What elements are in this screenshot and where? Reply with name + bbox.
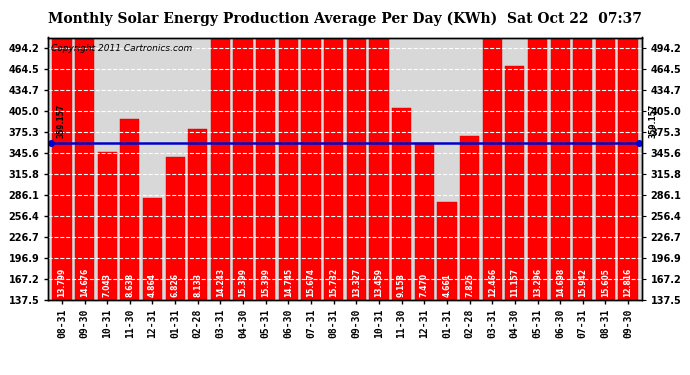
Text: 4.661: 4.661 (442, 273, 451, 297)
Bar (528, 21, 547, 300)
Text: 11.157: 11.157 (511, 268, 520, 297)
Bar (233, 0, 253, 300)
Bar (573, 0, 593, 300)
Bar (279, 0, 298, 300)
Text: 14.243: 14.243 (216, 268, 225, 297)
Bar (188, 129, 208, 300)
Bar (369, 18, 388, 300)
Bar (120, 119, 139, 300)
Bar (482, 38, 502, 300)
Bar (256, 0, 275, 300)
Text: 15.399: 15.399 (239, 268, 248, 297)
Bar (75, 0, 94, 300)
Bar (211, 1, 230, 300)
Text: Copyright 2011 Cartronics.com: Copyright 2011 Cartronics.com (51, 44, 193, 53)
Text: 8.133: 8.133 (193, 273, 202, 297)
Text: 8.638: 8.638 (126, 273, 135, 297)
Bar (505, 66, 524, 300)
Text: 13.327: 13.327 (352, 268, 361, 297)
Text: 13.296: 13.296 (533, 268, 542, 297)
Bar (143, 198, 162, 300)
Text: 13.799: 13.799 (57, 268, 66, 297)
Text: 15.674: 15.674 (306, 268, 315, 297)
Bar (392, 108, 411, 300)
Text: 359.157: 359.157 (57, 104, 66, 138)
Bar (551, 0, 570, 300)
Bar (166, 157, 185, 300)
Text: 7.470: 7.470 (420, 273, 428, 297)
Text: 14.676: 14.676 (80, 268, 89, 297)
Bar (302, 0, 321, 300)
Text: 14.745: 14.745 (284, 268, 293, 297)
Text: 7.043: 7.043 (103, 273, 112, 297)
Text: 15.399: 15.399 (262, 268, 270, 297)
Text: 4.864: 4.864 (148, 273, 157, 297)
Text: 359.157: 359.157 (649, 104, 658, 138)
Bar (596, 0, 615, 300)
Text: 12.466: 12.466 (488, 268, 497, 297)
Text: Monthly Solar Energy Production Average Per Day (KWh)  Sat Oct 22  07:37: Monthly Solar Energy Production Average … (48, 11, 642, 26)
Bar (415, 143, 434, 300)
Bar (460, 136, 479, 300)
Text: 14.698: 14.698 (555, 268, 564, 297)
Text: 9.158: 9.158 (397, 273, 406, 297)
Text: 13.459: 13.459 (375, 268, 384, 297)
Text: 15.732: 15.732 (329, 268, 338, 297)
Text: 15.605: 15.605 (601, 268, 610, 297)
Bar (52, 10, 72, 300)
Bar (618, 31, 638, 300)
Bar (437, 202, 457, 300)
Text: 12.816: 12.816 (624, 268, 633, 297)
Bar (346, 20, 366, 300)
Text: 15.942: 15.942 (578, 268, 587, 297)
Bar (324, 0, 344, 300)
Bar (97, 152, 117, 300)
Text: 6.826: 6.826 (170, 273, 179, 297)
Text: 7.825: 7.825 (465, 273, 474, 297)
